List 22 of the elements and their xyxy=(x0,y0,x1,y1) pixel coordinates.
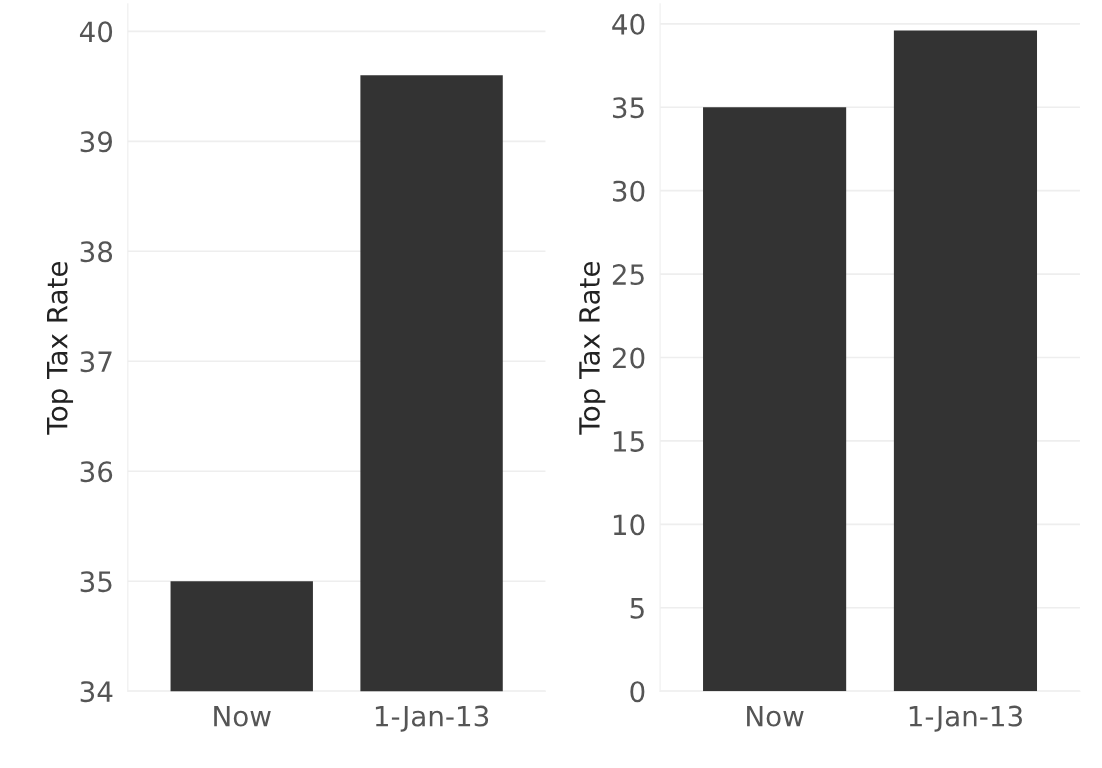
y-tick-label: 34 xyxy=(80,681,113,703)
y-tick-label: 36 xyxy=(80,461,113,483)
y-tick-label: 35 xyxy=(612,97,644,119)
y-tick-label: 40 xyxy=(79,21,113,43)
x-tick-label: Now xyxy=(214,705,271,727)
y-tick-label: 15 xyxy=(613,431,644,452)
y-axis-title: Top Tax Rate xyxy=(579,261,606,435)
y-tick-label: 30 xyxy=(612,180,645,202)
y-tick-label: 40 xyxy=(612,13,645,35)
y-tick-label: 0 xyxy=(630,681,645,703)
x-tick-label: Now xyxy=(747,705,804,727)
y-tick-label: 37 xyxy=(80,351,112,373)
y-tick-label: 39 xyxy=(80,131,112,153)
y-tick-label: 10 xyxy=(613,514,645,536)
y-tick-label: 20 xyxy=(612,347,645,369)
y-tick-label: 5 xyxy=(630,598,644,619)
y-axis-title: Top Tax Rate xyxy=(47,261,74,435)
x-tick-label: 1-Jan-13 xyxy=(909,705,1022,732)
y-tick-label: 25 xyxy=(612,264,644,286)
y-tick-label: 35 xyxy=(80,571,112,593)
x-tick-label: 1-Jan-13 xyxy=(375,705,489,732)
y-tick-label: 38 xyxy=(80,241,113,263)
